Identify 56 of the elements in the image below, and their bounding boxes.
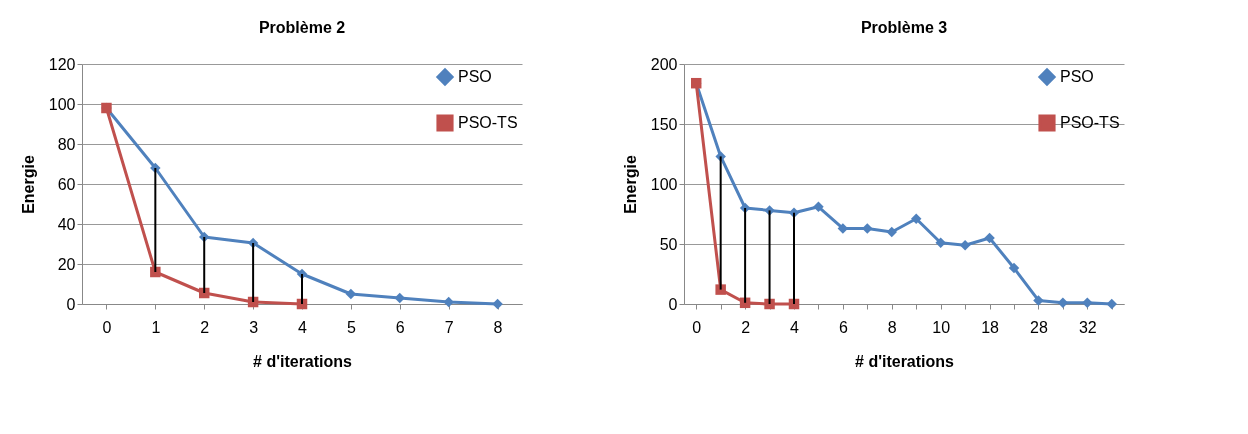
- chart-title: Problème 2: [258, 19, 346, 36]
- point: [1008, 262, 1020, 274]
- y-tick-label: 0: [668, 295, 678, 313]
- y-tick-label: 20: [57, 255, 76, 273]
- point: [1082, 297, 1093, 309]
- x-tick-label: 32: [1078, 318, 1097, 336]
- x-tick-label: 18: [981, 318, 1000, 336]
- x-tick-label: 0: [102, 318, 112, 336]
- x-axis-title: # d'iterations: [253, 352, 353, 370]
- point: [862, 223, 873, 234]
- y-tick-label: 40: [57, 215, 76, 233]
- chart-title: Problème 3: [860, 19, 948, 36]
- point: [150, 266, 161, 278]
- x-tick-label: 8: [887, 318, 897, 336]
- point: [1033, 295, 1044, 306]
- x-tick-label: 2: [200, 318, 210, 336]
- x-tick-label: 7: [444, 318, 454, 336]
- point: [935, 237, 946, 249]
- y-axis-title: Energie: [621, 155, 639, 214]
- x-tick-label: 8: [493, 318, 503, 336]
- x-tick-label: 3: [249, 318, 259, 336]
- y-tick-label: 200: [650, 55, 678, 73]
- x-tick-label: 28: [1030, 318, 1048, 336]
- legend-label: PSO-TS: [1060, 114, 1120, 131]
- y-tick-label: 120: [48, 55, 76, 73]
- point: [492, 298, 503, 310]
- point: [886, 226, 898, 238]
- y-tick-label: 80: [57, 135, 76, 153]
- legend-label: PSO: [1060, 68, 1094, 85]
- point: [910, 213, 922, 225]
- x-tick-label: 4: [790, 318, 800, 336]
- x-tick-label: 10: [932, 318, 951, 336]
- point: [984, 232, 995, 244]
- y-tick-label: 60: [57, 175, 76, 193]
- point: [959, 239, 971, 251]
- y-tick-label: 100: [48, 95, 76, 113]
- point: [764, 298, 775, 310]
- y-tick-label: 0: [66, 295, 76, 313]
- x-tick-label: 5: [346, 318, 356, 336]
- point: [443, 296, 454, 308]
- point: [715, 284, 726, 295]
- y-tick-label: 50: [659, 235, 678, 253]
- x-tick-label: 6: [395, 318, 405, 336]
- y-axis-title: Energie: [19, 155, 37, 214]
- y-tick-label: 150: [650, 115, 678, 133]
- y-tick-label: 100: [650, 175, 678, 193]
- x-tick-label: 2: [741, 318, 751, 336]
- point: [1106, 298, 1118, 310]
- point: [813, 201, 824, 213]
- x-tick-label: 0: [692, 318, 702, 336]
- legend-label: PSO: [458, 68, 492, 85]
- x-tick-label: 4: [298, 318, 308, 336]
- x-axis-title: # d'iterations: [855, 352, 955, 370]
- legend-label: PSO-TS: [458, 114, 518, 131]
- x-tick-label: 1: [151, 318, 161, 336]
- x-tick-label: 6: [838, 318, 848, 336]
